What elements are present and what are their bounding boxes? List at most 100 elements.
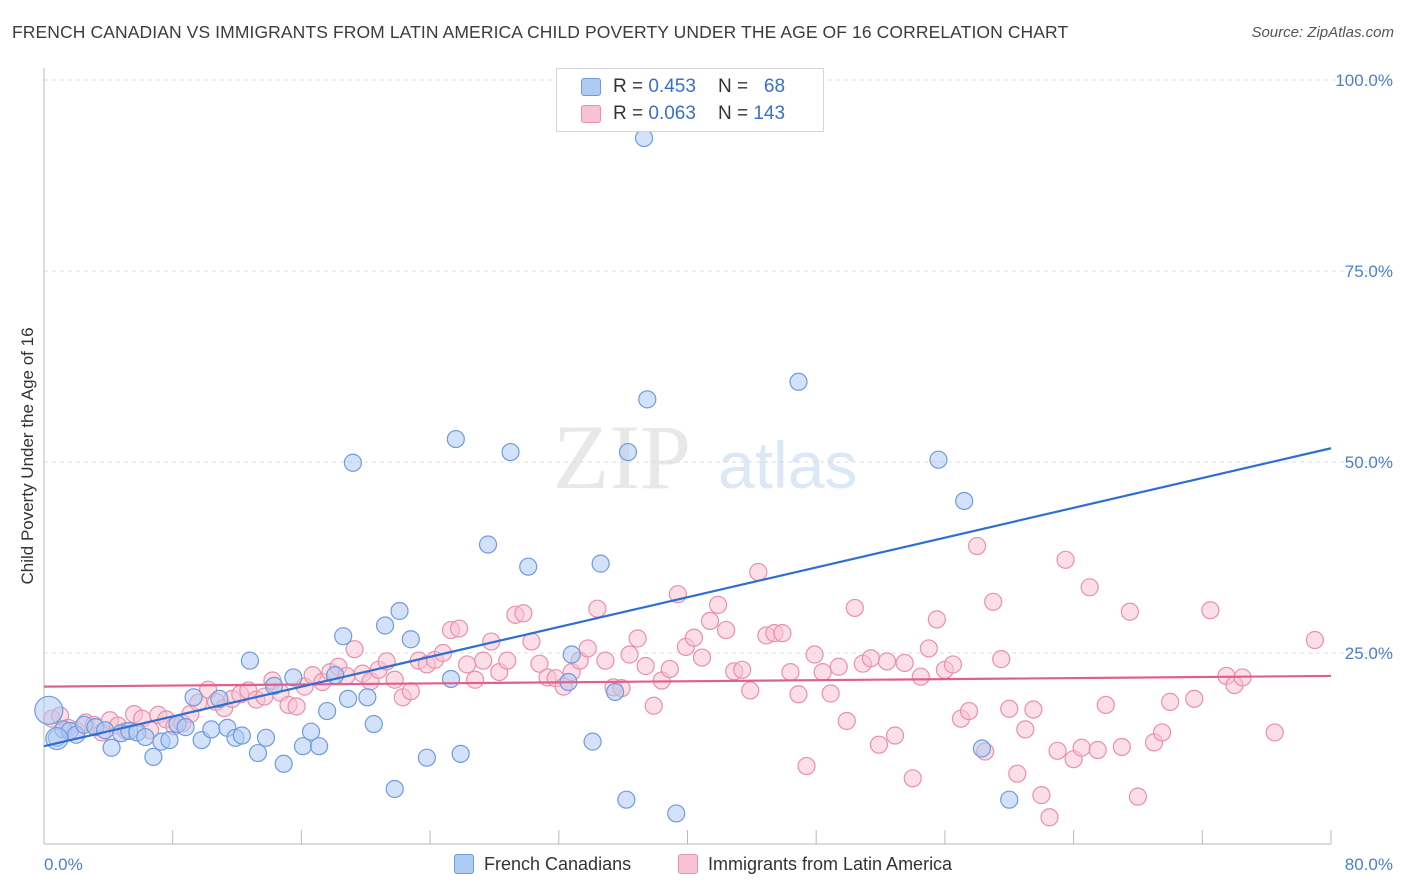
data-point-french-canadians — [617, 790, 636, 809]
data-point-french-canadians — [102, 738, 121, 757]
data-point-latin-america — [829, 657, 848, 676]
data-point-french-canadians — [1000, 790, 1019, 809]
legend-swatch-blue — [581, 78, 601, 96]
trend-lines — [43, 447, 1332, 748]
data-point-french-canadians — [446, 429, 465, 449]
watermark: ZIP atlas — [553, 406, 857, 508]
data-point-latin-america — [885, 726, 905, 745]
data-point-french-canadians — [210, 689, 229, 708]
data-point-french-canadians — [955, 491, 974, 511]
data-point-french-canadians — [789, 372, 808, 391]
series-latin-america-points — [42, 536, 1325, 827]
data-point-latin-america — [692, 648, 712, 667]
y-tick-label: 50.0% — [1345, 453, 1393, 472]
data-point-latin-america — [530, 654, 549, 673]
data-point-french-canadians — [256, 728, 276, 747]
data-point-latin-america — [943, 655, 963, 674]
data-point-french-canadians — [136, 727, 155, 747]
data-point-latin-america — [1128, 787, 1148, 806]
data-point-french-canadians — [972, 739, 992, 758]
data-point-latin-america — [733, 660, 752, 679]
data-point-latin-america — [1048, 741, 1067, 760]
data-point-latin-america — [1088, 740, 1107, 760]
data-point-french-canadians — [667, 804, 686, 823]
data-point-latin-america — [821, 684, 840, 703]
data-point-latin-america — [458, 655, 477, 674]
trend-line-french-canadians — [43, 447, 1332, 748]
data-point-latin-america — [877, 652, 897, 671]
data-point-latin-america — [749, 562, 768, 582]
data-point-latin-america — [401, 682, 420, 701]
data-point-french-canadians — [358, 688, 377, 707]
source-label: Source: ZipAtlas.com — [1251, 24, 1394, 41]
bottom-legend-label-french-canadians: French Canadians — [484, 853, 632, 874]
data-point-french-canadians — [634, 128, 654, 148]
data-point-french-canadians — [248, 743, 268, 763]
bottom-legend-label-latin-america: Immigrants from Latin America — [708, 853, 953, 874]
data-point-latin-america — [596, 651, 615, 670]
legend-row-french-canadians: R = 0.453 N = 68 — [581, 74, 785, 100]
data-point-latin-america — [717, 620, 736, 640]
data-point-french-canadians — [284, 668, 303, 687]
data-point-latin-america — [660, 659, 679, 679]
data-point-latin-america — [1201, 601, 1220, 620]
data-point-french-canadians — [34, 695, 64, 725]
data-point-latin-america — [578, 639, 597, 658]
data-point-french-canadians — [417, 748, 436, 767]
data-point-latin-america — [644, 696, 663, 715]
data-point-french-canadians — [364, 714, 383, 734]
legend-swatch-pink — [581, 105, 601, 123]
data-point-latin-america — [466, 670, 485, 689]
trend-line-latin-america — [43, 674, 1332, 688]
watermark-atlas: atlas — [718, 428, 857, 502]
data-point-latin-america — [1056, 550, 1075, 569]
data-point-latin-america — [620, 645, 639, 664]
data-point-latin-america — [1096, 695, 1115, 715]
data-point-latin-america — [895, 653, 914, 673]
data-point-latin-america — [1080, 578, 1099, 597]
data-point-latin-america — [514, 604, 533, 623]
x-tick-label: 0.0% — [44, 855, 83, 874]
data-point-latin-america — [1152, 723, 1172, 742]
data-point-latin-america — [959, 701, 979, 721]
data-point-latin-america — [1120, 602, 1140, 621]
data-point-latin-america — [984, 592, 1003, 611]
data-point-latin-america — [861, 649, 880, 668]
data-point-french-canadians — [390, 601, 409, 621]
data-point-latin-america — [1016, 720, 1035, 739]
data-point-french-canadians — [401, 630, 420, 649]
data-point-latin-america — [741, 681, 760, 700]
data-point-latin-america — [1185, 689, 1204, 708]
data-point-latin-america — [1032, 786, 1051, 805]
data-point-french-canadians — [184, 688, 203, 707]
gridlines — [44, 79, 1392, 654]
legend-row-latin-america: R = 0.063 N = 143 — [581, 101, 785, 127]
legend-n-label: N = — [717, 103, 749, 124]
series-french-canadians-points — [34, 128, 1019, 823]
data-point-latin-america — [1024, 700, 1043, 719]
data-point-french-canadians — [929, 450, 948, 469]
data-point-latin-america — [345, 640, 364, 659]
data-point-french-canadians — [144, 747, 163, 767]
bottom-legend-swatch-blue — [454, 854, 474, 874]
data-point-french-canadians — [441, 669, 461, 689]
legend: R = 0.453 N = 68 R = 0.063 N = 143 — [556, 68, 824, 132]
data-point-latin-america — [837, 711, 856, 731]
data-point-latin-america — [1040, 808, 1059, 827]
data-point-french-canadians — [519, 557, 538, 576]
data-point-latin-america — [628, 629, 647, 648]
data-point-latin-america — [781, 662, 800, 682]
legend-n-value: 143 — [753, 103, 786, 124]
data-point-french-canadians — [45, 726, 69, 751]
data-point-latin-america — [813, 662, 832, 682]
legend-r-label: R = — [613, 76, 644, 97]
data-point-french-canadians — [202, 720, 221, 739]
data-point-french-canadians — [478, 535, 498, 554]
data-point-french-canadians — [375, 616, 395, 635]
data-point-french-canadians — [334, 627, 353, 646]
data-point-french-canadians — [338, 689, 358, 708]
data-point-latin-america — [1000, 699, 1019, 718]
data-point-latin-america — [911, 667, 930, 686]
data-point-latin-america — [1265, 723, 1284, 742]
